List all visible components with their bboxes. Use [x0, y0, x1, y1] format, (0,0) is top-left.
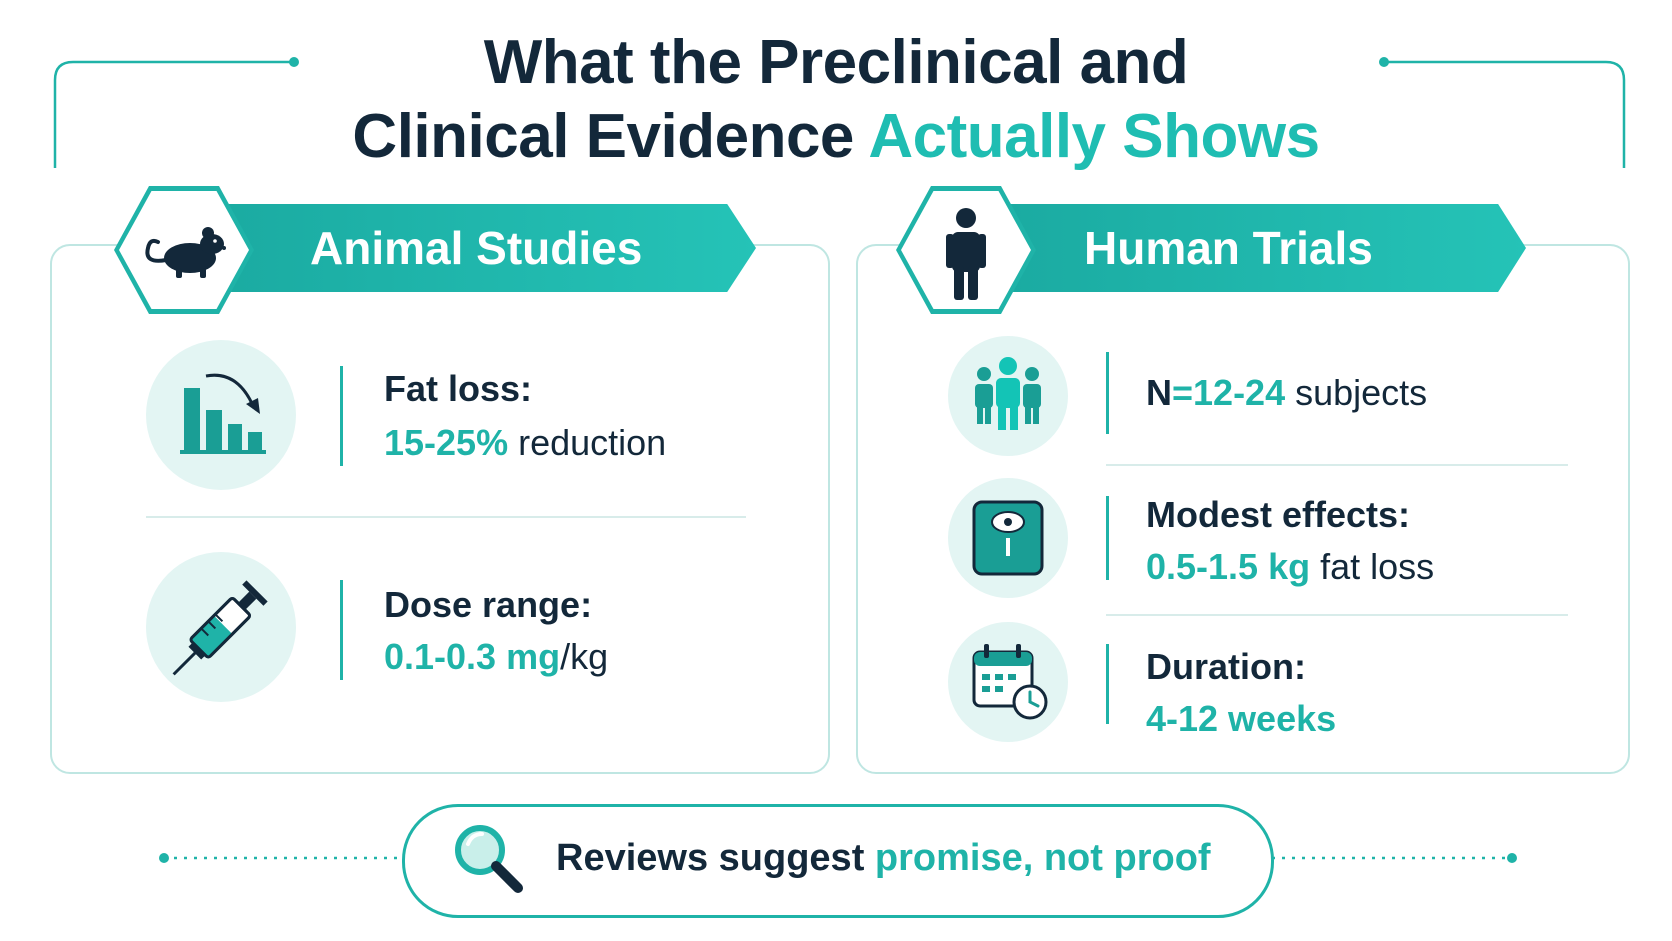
row-divider: [146, 516, 746, 518]
dose-range-value-accent: 0.1-0.3 mg: [384, 636, 561, 677]
subjects-icon-circle: [948, 336, 1068, 456]
row-divider: [1106, 614, 1568, 616]
stat-divider: [340, 580, 343, 680]
conclusion-text: Reviews suggest promise, not proof: [556, 830, 1211, 886]
duration-value: 4-12 weeks: [1146, 698, 1336, 740]
modest-effects-icon-circle: [948, 478, 1068, 598]
calendar-clock-icon: [972, 644, 1048, 720]
subjects-n: N: [1146, 372, 1172, 413]
syringe-icon: [172, 580, 268, 676]
stat-divider: [1106, 496, 1109, 580]
dose-range-value-rest: /kg: [560, 636, 609, 677]
stat-divider: [1106, 352, 1109, 434]
magnifier-icon: [455, 825, 523, 893]
person-icon: [946, 208, 986, 300]
duration-icon-circle: [948, 622, 1068, 742]
page-title: What the Preclinical and Clinical Eviden…: [0, 26, 1672, 174]
dose-range-label: Dose range:: [384, 584, 593, 625]
human-trials-header: Human Trials: [1084, 222, 1373, 274]
fat-loss-value-rest: reduction: [508, 422, 667, 463]
animal-studies-header: Animal Studies: [310, 222, 643, 274]
title-line-2-prefix: Clinical Evidence: [352, 102, 869, 171]
animal-studies-banner: [180, 204, 756, 292]
stat-divider: [340, 366, 343, 466]
fat-loss-value-accent: 15-25%: [384, 422, 509, 463]
fat-loss-icon-circle: [146, 340, 296, 490]
animal-studies-card: [50, 244, 830, 774]
stat-divider: [1106, 644, 1109, 724]
duration-label: Duration:: [1146, 646, 1306, 687]
rat-icon: [145, 227, 226, 278]
fat-loss-value: 15-25% reduction: [384, 422, 666, 464]
modest-effects-value-rest: fat loss: [1310, 546, 1435, 587]
subjects-rest: subjects: [1285, 372, 1428, 413]
scale-icon: [972, 500, 1044, 576]
bar-chart-decline-icon: [180, 373, 266, 454]
modest-effects-value-accent: 0.5-1.5 kg: [1146, 546, 1311, 587]
modest-effects-label: Modest effects:: [1146, 494, 1411, 535]
title-line-2-accent: Actually Shows: [868, 102, 1320, 171]
people-group-icon: [975, 357, 1041, 430]
fat-loss-label: Fat loss:: [384, 368, 533, 409]
conclusion-prefix: Reviews suggest: [556, 837, 875, 879]
title-line-2: Clinical Evidence Actually Shows: [0, 100, 1672, 174]
conclusion-pill: [402, 804, 1274, 918]
subjects-value: N=12-24 subjects: [1146, 372, 1427, 414]
dose-range-value: 0.1-0.3 mg/kg: [384, 636, 608, 678]
conclusion-accent: promise, not proof: [874, 837, 1211, 879]
human-trials-banner: [968, 204, 1526, 292]
title-line-1: What the Preclinical and: [483, 28, 1189, 97]
dose-range-icon-circle: [146, 552, 296, 702]
duration-value-accent: 4-12 weeks: [1146, 698, 1337, 739]
animal-hex-badge: [114, 186, 254, 314]
subjects-accent: =12-24: [1172, 372, 1286, 413]
modest-effects-value: 0.5-1.5 kg fat loss: [1146, 546, 1434, 588]
row-divider: [1106, 464, 1568, 466]
